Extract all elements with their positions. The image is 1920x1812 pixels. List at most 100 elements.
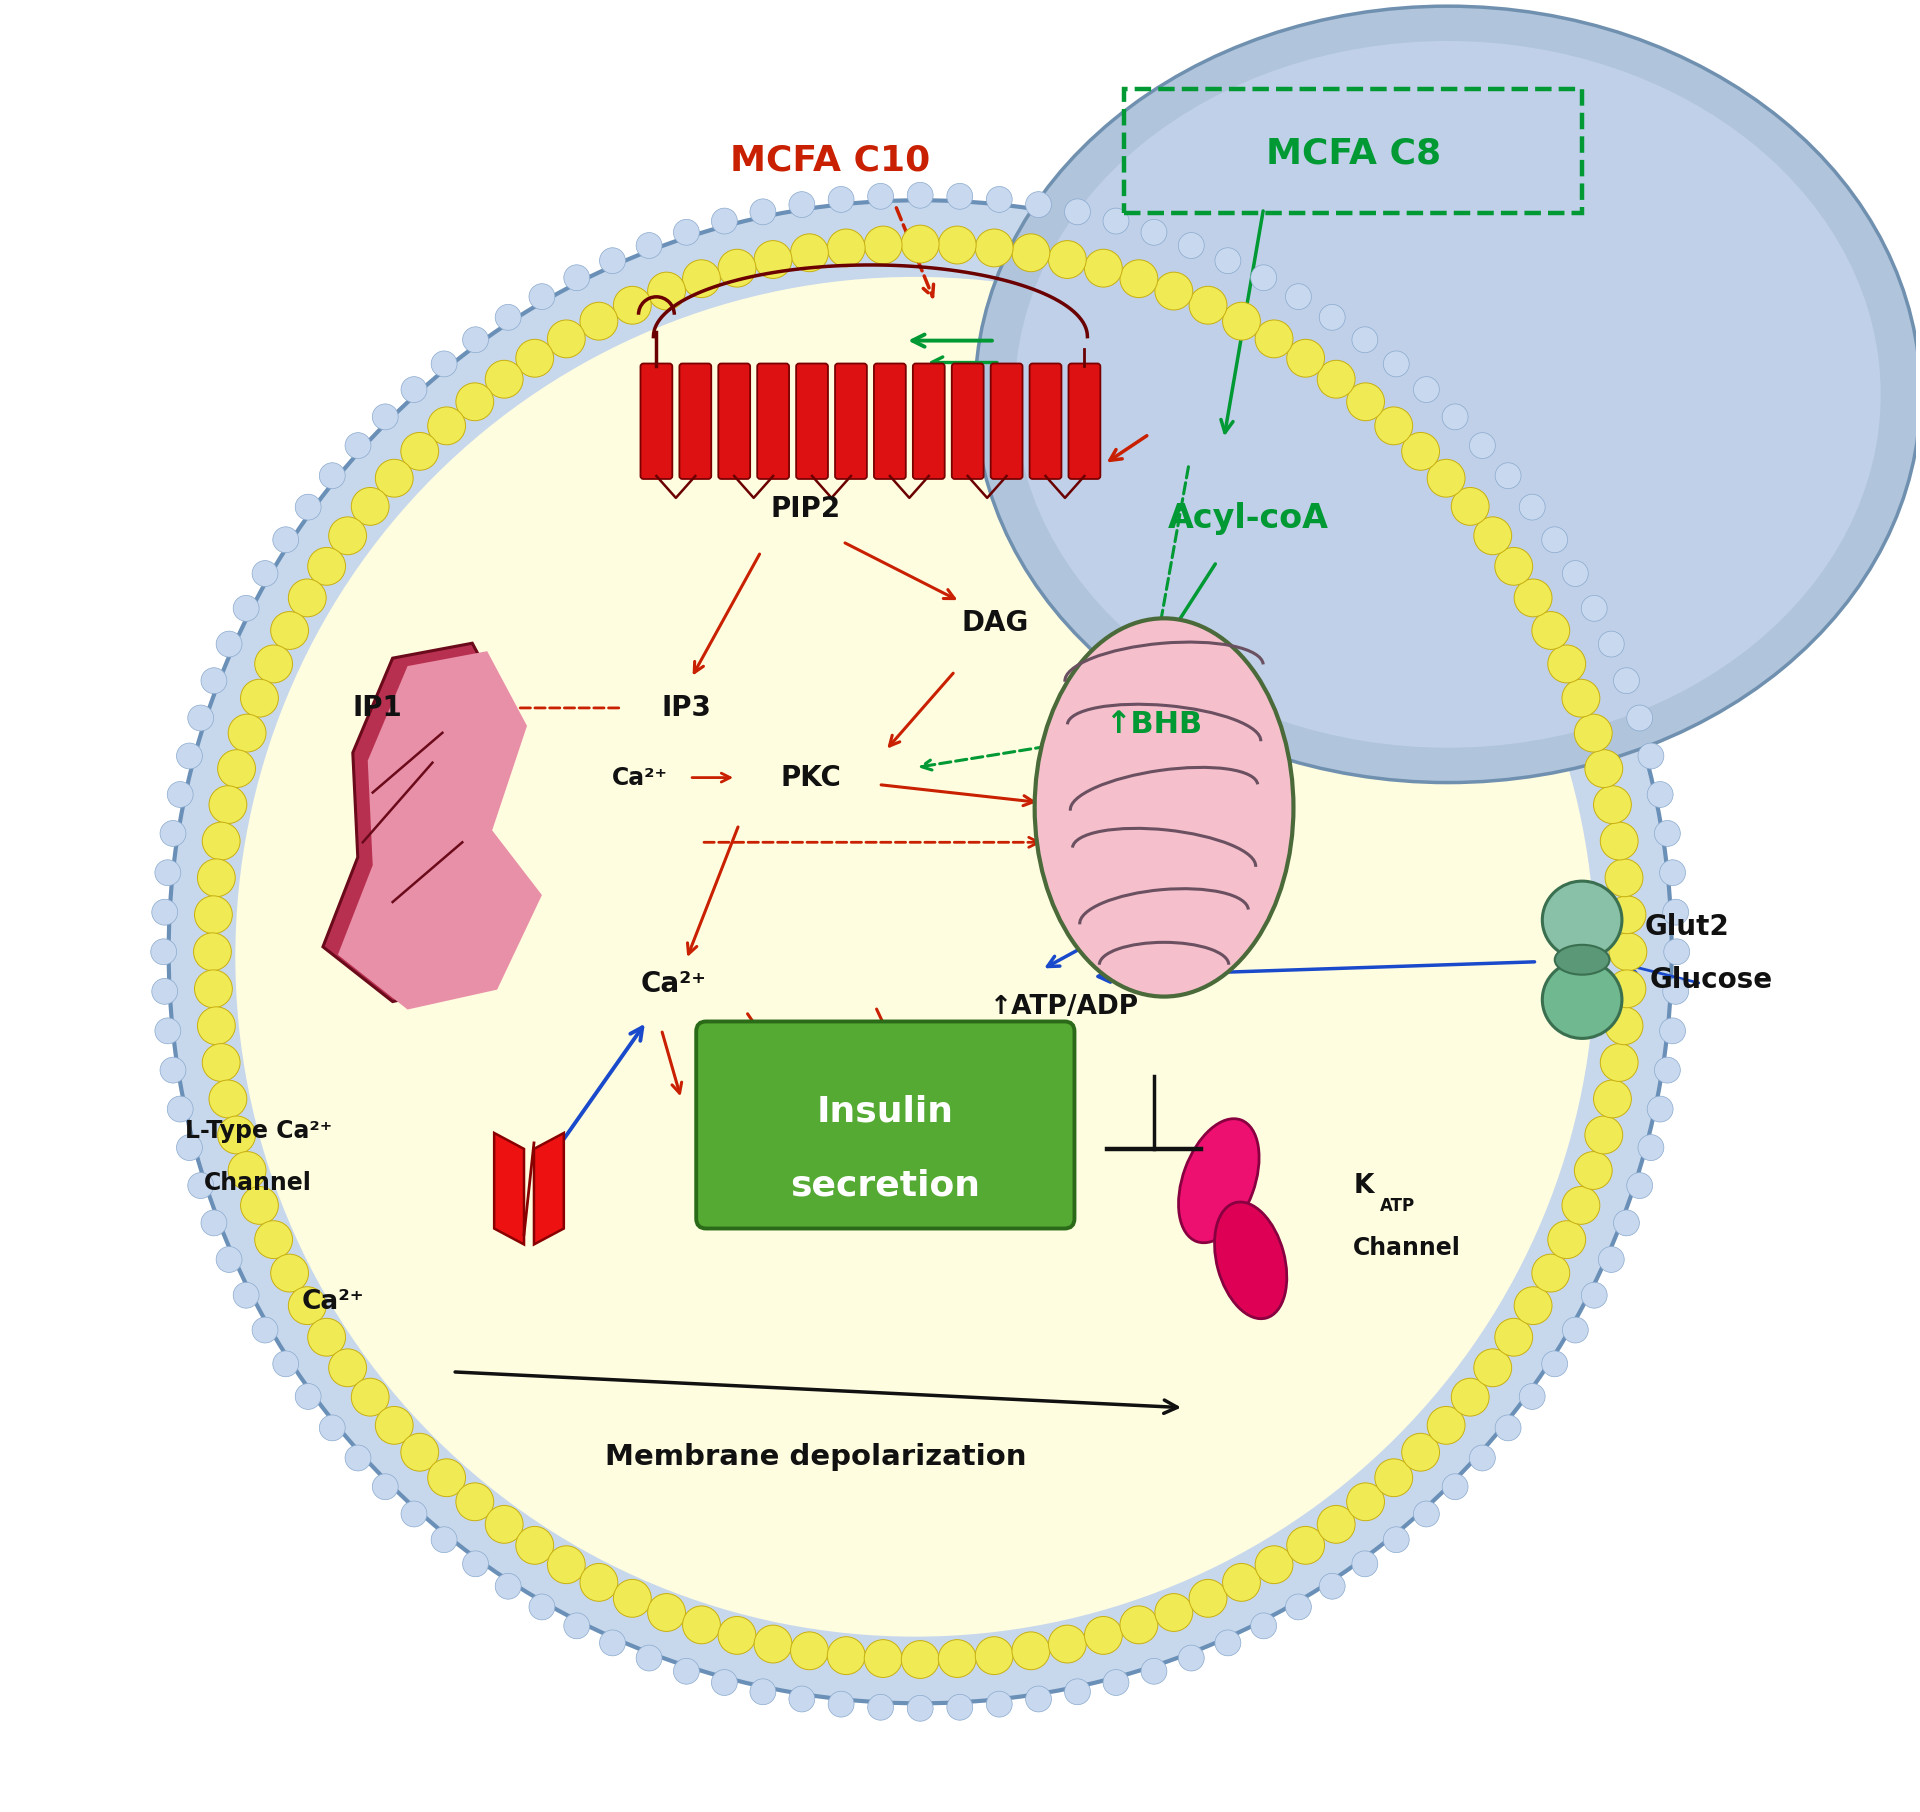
- Circle shape: [1594, 1080, 1632, 1118]
- Circle shape: [1188, 1580, 1227, 1618]
- Circle shape: [1215, 1631, 1240, 1656]
- Circle shape: [547, 1546, 586, 1584]
- Circle shape: [372, 404, 397, 429]
- Circle shape: [1317, 1506, 1356, 1544]
- Circle shape: [1286, 339, 1325, 377]
- Circle shape: [1286, 1526, 1325, 1564]
- Circle shape: [217, 750, 255, 788]
- Circle shape: [987, 1691, 1012, 1718]
- Circle shape: [530, 284, 555, 310]
- Text: PIP2: PIP2: [770, 495, 841, 524]
- Circle shape: [198, 859, 236, 897]
- Circle shape: [194, 969, 232, 1007]
- Circle shape: [1605, 1007, 1644, 1046]
- Circle shape: [428, 1459, 465, 1497]
- Circle shape: [1574, 714, 1613, 752]
- Circle shape: [401, 433, 438, 471]
- Text: ATP: ATP: [1380, 1196, 1415, 1214]
- Circle shape: [401, 1500, 426, 1528]
- Text: MCFA C10: MCFA C10: [730, 143, 931, 178]
- Circle shape: [516, 1526, 553, 1564]
- Text: PKC: PKC: [780, 763, 841, 792]
- Circle shape: [1250, 1613, 1277, 1638]
- Text: IP3: IP3: [660, 694, 710, 721]
- Circle shape: [328, 1348, 367, 1386]
- Circle shape: [1655, 821, 1680, 846]
- Circle shape: [319, 1415, 346, 1441]
- Circle shape: [209, 786, 248, 824]
- Circle shape: [1496, 1319, 1532, 1355]
- Circle shape: [1402, 1433, 1440, 1471]
- Circle shape: [1427, 458, 1465, 496]
- Circle shape: [307, 547, 346, 585]
- Circle shape: [1179, 1645, 1204, 1671]
- Circle shape: [152, 978, 179, 1004]
- Circle shape: [463, 326, 488, 353]
- Circle shape: [1609, 895, 1645, 933]
- Circle shape: [1452, 1379, 1490, 1417]
- Circle shape: [1319, 304, 1346, 330]
- Text: Membrane depolarization: Membrane depolarization: [605, 1444, 1027, 1471]
- Circle shape: [1542, 527, 1567, 553]
- Circle shape: [636, 1645, 662, 1671]
- Circle shape: [1594, 786, 1632, 824]
- Circle shape: [1352, 1551, 1379, 1576]
- Circle shape: [1563, 680, 1599, 718]
- Circle shape: [1638, 1134, 1665, 1160]
- Text: L-Type Ca²⁺: L-Type Ca²⁺: [184, 1120, 332, 1143]
- Circle shape: [674, 219, 699, 245]
- Circle shape: [271, 612, 309, 649]
- Circle shape: [152, 899, 179, 926]
- Circle shape: [1156, 272, 1192, 310]
- Circle shape: [1346, 1482, 1384, 1520]
- Circle shape: [755, 1625, 791, 1663]
- Circle shape: [1647, 1096, 1672, 1122]
- Circle shape: [1140, 219, 1167, 245]
- Circle shape: [1317, 361, 1356, 399]
- Text: Insulin: Insulin: [816, 1094, 954, 1129]
- Circle shape: [1647, 781, 1672, 808]
- Circle shape: [908, 183, 933, 208]
- Circle shape: [1597, 1247, 1624, 1272]
- Circle shape: [1655, 1056, 1680, 1084]
- Text: Acyl-coA: Acyl-coA: [1167, 502, 1329, 535]
- Circle shape: [1605, 859, 1644, 897]
- Circle shape: [351, 1379, 390, 1417]
- Circle shape: [1223, 1564, 1260, 1602]
- Circle shape: [177, 1134, 202, 1160]
- Circle shape: [939, 226, 975, 265]
- Circle shape: [1286, 284, 1311, 310]
- Circle shape: [900, 225, 939, 263]
- Circle shape: [202, 669, 227, 694]
- Circle shape: [1256, 321, 1292, 357]
- Circle shape: [1548, 645, 1586, 683]
- Circle shape: [1215, 248, 1240, 274]
- Circle shape: [159, 821, 186, 846]
- Circle shape: [167, 1096, 194, 1122]
- Circle shape: [1563, 560, 1588, 587]
- Circle shape: [864, 226, 902, 265]
- Circle shape: [1515, 1287, 1551, 1325]
- Circle shape: [1382, 1528, 1409, 1553]
- Circle shape: [1496, 547, 1532, 585]
- Circle shape: [1375, 1459, 1413, 1497]
- Circle shape: [1156, 1593, 1192, 1631]
- Circle shape: [751, 199, 776, 225]
- Circle shape: [1250, 265, 1277, 290]
- Circle shape: [1012, 234, 1050, 272]
- Circle shape: [217, 1247, 242, 1272]
- Circle shape: [718, 250, 756, 286]
- Circle shape: [486, 1506, 522, 1544]
- Circle shape: [1012, 1633, 1050, 1669]
- Circle shape: [547, 321, 586, 357]
- Circle shape: [1413, 377, 1440, 402]
- Circle shape: [202, 1210, 227, 1236]
- Circle shape: [580, 1564, 618, 1602]
- Circle shape: [1085, 250, 1123, 286]
- FancyBboxPatch shape: [874, 364, 906, 478]
- Circle shape: [372, 1473, 397, 1500]
- Circle shape: [1427, 1406, 1465, 1444]
- Ellipse shape: [1215, 1201, 1286, 1319]
- Text: Glucose: Glucose: [1649, 966, 1772, 993]
- FancyBboxPatch shape: [697, 1022, 1075, 1229]
